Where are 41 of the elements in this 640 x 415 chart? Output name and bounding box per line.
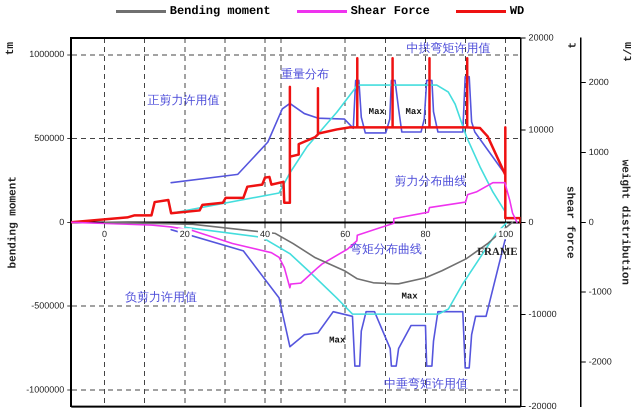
text: t/m — [622, 42, 635, 62]
y3-tick-label: 1000 — [588, 146, 609, 157]
text: tm — [4, 42, 17, 56]
x-tick-label: 80 — [420, 228, 430, 239]
annotation: 负剪力许用值 — [125, 290, 198, 304]
y-tick-label: -1000000 — [26, 384, 64, 394]
y-tick-label: -500000 — [31, 300, 64, 311]
annotation: 中垂弯矩许用值 — [384, 376, 468, 391]
y-tick-label: 500000 — [34, 133, 64, 144]
annotation: 中拱弯矩许用值 — [406, 41, 491, 56]
y-axis-title: bending moment — [7, 176, 20, 269]
y3-tick-label: 0 — [588, 216, 594, 227]
legend-label: Bending moment — [170, 4, 271, 18]
annotation: Max — [406, 106, 422, 117]
x-tick-label: 60 — [340, 228, 350, 239]
text: t — [568, 42, 580, 49]
y2-tick-label: 10000 — [528, 124, 554, 135]
annotation: 剪力分布曲线 — [394, 174, 467, 188]
x-tick-label: 20 — [180, 228, 190, 239]
y3-tick-label: 2000 — [588, 77, 609, 88]
x-tick-label: 100 — [498, 228, 514, 239]
legend-label: Shear Force — [350, 4, 430, 18]
y-tick-label: 0 — [59, 216, 64, 227]
annotation: Max — [329, 336, 346, 346]
y2-tick-label: -20000 — [528, 401, 557, 412]
y3-axis-title: weight distribution — [618, 160, 631, 286]
y2-tick-label: 20000 — [528, 32, 554, 42]
y2-tick-label: -10000 — [528, 308, 557, 319]
x-tick-label: 40 — [260, 228, 270, 239]
y2-tick-label: 0 — [528, 216, 534, 227]
annotation: 正剪力许用值 — [148, 92, 220, 107]
annotation: Max — [368, 106, 386, 117]
y3-tick-label: -1000 — [588, 286, 612, 297]
annotation: 重量分布 — [280, 66, 329, 81]
annotation: 弯矩分布曲线 — [350, 242, 422, 256]
annotation: Max — [401, 291, 418, 302]
y-tick-label: 1000000 — [29, 49, 64, 60]
x-tick-label: 0 — [102, 228, 108, 239]
legend-label: WD — [510, 4, 524, 18]
y3-tick-label: -2000 — [588, 356, 612, 366]
y2-axis-title: shear force — [563, 186, 576, 259]
